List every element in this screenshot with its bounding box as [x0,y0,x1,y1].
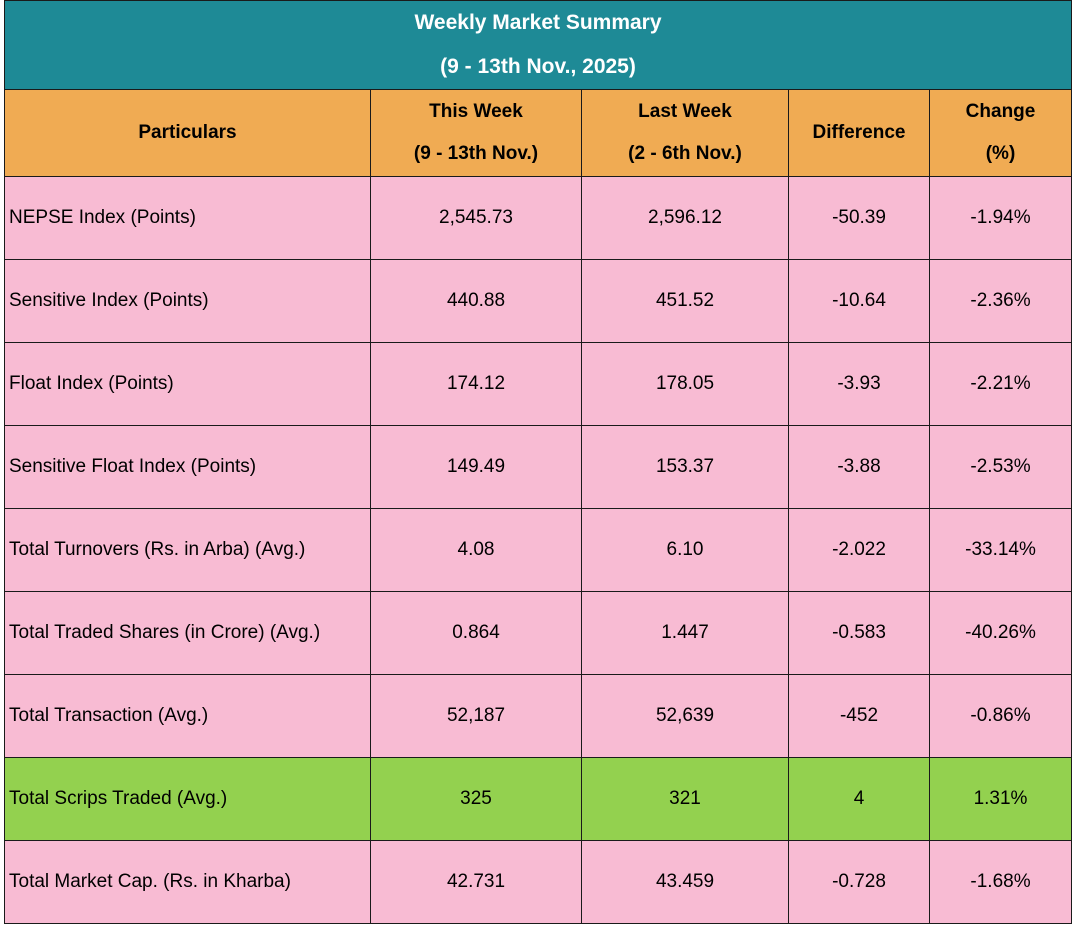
cell-last-week: 1.447 [581,591,789,675]
cell-last-week: 43.459 [581,840,789,924]
cell-change: -1.94% [928,176,1073,260]
cell-particular: Sensitive Index (Points) [4,259,371,343]
cell-change: 1.31% [928,757,1073,841]
cell-last-week: 321 [581,757,789,841]
header-last-week: Last Week (2 - 6th Nov.) [581,89,789,177]
cell-this-week: 174.12 [370,342,582,426]
header-this-week-line-2: (9 - 13th Nov.) [413,143,539,164]
header-last-week-line-1: Last Week [638,101,732,122]
table-title: Weekly Market Summary (9 - 13th Nov., 20… [3,0,1073,90]
cell-change: -0.86% [928,674,1073,758]
cell-difference: -10.64 [788,259,930,343]
cell-particular: Total Scrips Traded (Avg.) [4,757,371,841]
cell-particular: Total Turnovers (Rs. in Arba) (Avg.) [4,508,371,592]
table-row: Total Turnovers (Rs. in Arba) (Avg.) 4.0… [4,508,1073,592]
table-row: NEPSE Index (Points) 2,545.73 2,596.12 -… [4,176,1073,260]
cell-particular: Total Traded Shares (in Crore) (Avg.) [4,591,371,675]
cell-change: -40.26% [928,591,1073,675]
title-line-1: Weekly Market Summary [414,11,662,34]
header-difference: Difference [788,89,930,177]
cell-this-week: 2,545.73 [370,176,582,260]
cell-change: -2.36% [928,259,1073,343]
table-row: Total Transaction (Avg.) 52,187 52,639 -… [4,674,1073,758]
cell-this-week: 52,187 [370,674,582,758]
cell-difference: -0.728 [788,840,930,924]
header-change-line-1: Change [965,101,1036,122]
table-row: Total Traded Shares (in Crore) (Avg.) 0.… [4,591,1073,675]
cell-particular: Total Transaction (Avg.) [4,674,371,758]
header-particulars: Particulars [4,89,371,177]
header-this-week: This Week (9 - 13th Nov.) [370,89,582,177]
cell-particular: Sensitive Float Index (Points) [4,425,371,509]
cell-change: -2.53% [928,425,1073,509]
cell-difference: 4 [788,757,930,841]
cell-change: -1.68% [928,840,1073,924]
cell-difference: -452 [788,674,930,758]
cell-change: -33.14% [928,508,1073,592]
cell-this-week: 149.49 [370,425,582,509]
cell-this-week: 325 [370,757,582,841]
header-change: Change (%) [928,89,1073,177]
header-row: Particulars This Week (9 - 13th Nov.) La… [4,89,1073,177]
header-this-week-line-1: This Week [429,101,523,122]
table-row: Sensitive Float Index (Points) 149.49 15… [4,425,1073,509]
cell-last-week: 153.37 [581,425,789,509]
cell-difference: -3.88 [788,425,930,509]
table-row: Sensitive Index (Points) 440.88 451.52 -… [4,259,1073,343]
cell-last-week: 178.05 [581,342,789,426]
cell-particular: NEPSE Index (Points) [4,176,371,260]
cell-this-week: 440.88 [370,259,582,343]
cell-difference: -0.583 [788,591,930,675]
header-last-week-line-2: (2 - 6th Nov.) [628,143,742,164]
cell-difference: -2.022 [788,508,930,592]
title-line-2: (9 - 13th Nov., 2025) [440,55,636,78]
cell-last-week: 2,596.12 [581,176,789,260]
market-summary-table: Weekly Market Summary (9 - 13th Nov., 20… [3,0,1073,924]
cell-difference: -50.39 [788,176,930,260]
cell-this-week: 42.731 [370,840,582,924]
cell-last-week: 6.10 [581,508,789,592]
table-row: Total Market Cap. (Rs. in Kharba) 42.731… [4,840,1073,924]
cell-last-week: 451.52 [581,259,789,343]
cell-last-week: 52,639 [581,674,789,758]
cell-change: -2.21% [928,342,1073,426]
header-change-line-2: (%) [985,143,1016,164]
title-row: Weekly Market Summary (9 - 13th Nov., 20… [3,0,1073,90]
cell-this-week: 0.864 [370,591,582,675]
table-row-highlighted: Total Scrips Traded (Avg.) 325 321 4 1.3… [4,757,1073,841]
cell-difference: -3.93 [788,342,930,426]
table-row: Float Index (Points) 174.12 178.05 -3.93… [4,342,1073,426]
cell-particular: Float Index (Points) [4,342,371,426]
cell-this-week: 4.08 [370,508,582,592]
cell-particular: Total Market Cap. (Rs. in Kharba) [4,840,371,924]
